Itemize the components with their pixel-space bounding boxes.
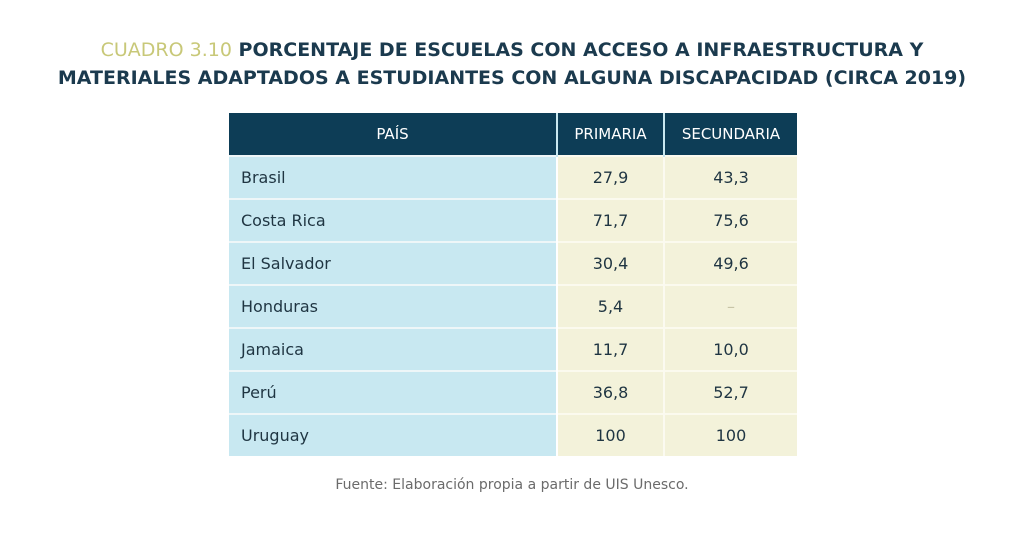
secundaria-cell: 10,0 — [663, 327, 797, 371]
country-cell: Honduras — [229, 284, 557, 328]
table-row: El Salvador 30,4 49,6 — [229, 241, 797, 285]
table-row: Brasil 27,9 43,3 — [229, 155, 797, 199]
header-country: PAÍS — [229, 113, 558, 156]
primaria-cell: 36,8 — [556, 370, 664, 414]
country-cell: El Salvador — [229, 241, 557, 285]
title-line-1: PORCENTAJE DE ESCUELAS CON ACCESO A INFR… — [231, 39, 924, 61]
table-row: Perú 36,8 52,7 — [229, 370, 797, 414]
country-cell: Uruguay — [229, 413, 557, 456]
primaria-cell: 11,7 — [556, 327, 664, 371]
table-row: Uruguay 100 100 — [229, 413, 797, 456]
country-cell: Brasil — [229, 155, 557, 199]
table-row: Jamaica 11,7 10,0 — [229, 327, 797, 371]
secundaria-cell: 49,6 — [663, 241, 797, 285]
primaria-cell: 71,7 — [556, 198, 664, 242]
secundaria-cell-missing: – — [663, 284, 797, 328]
country-cell: Costa Rica — [229, 198, 557, 242]
country-cell: Jamaica — [229, 327, 557, 371]
secundaria-cell: 75,6 — [663, 198, 797, 242]
primaria-cell: 100 — [556, 413, 664, 456]
header-secundaria: SECUNDARIA — [664, 113, 797, 156]
title-line-2: MATERIALES ADAPTADOS A ESTUDIANTES CON A… — [57, 67, 967, 89]
primaria-cell: 5,4 — [556, 284, 664, 328]
primaria-cell: 27,9 — [556, 155, 664, 199]
table-row: Costa Rica 71,7 75,6 — [229, 198, 797, 242]
secundaria-cell: 43,3 — [663, 155, 797, 199]
secundaria-cell: 100 — [663, 413, 797, 456]
header-row: PAÍS PRIMARIA SECUNDARIA — [229, 113, 797, 156]
table-row: Honduras 5,4 – — [229, 284, 797, 328]
table-title: CUADRO 3.10 PORCENTAJE DE ESCUELAS CON A… — [0, 36, 1024, 92]
secundaria-cell: 52,7 — [663, 370, 797, 414]
header-primaria: PRIMARIA — [557, 113, 665, 156]
country-cell: Perú — [229, 370, 557, 414]
table-number-label: CUADRO 3.10 — [100, 39, 232, 61]
data-table: PAÍS PRIMARIA SECUNDARIA Brasil 27,9 43,… — [229, 113, 797, 456]
primaria-cell: 30,4 — [556, 241, 664, 285]
source-note: Fuente: Elaboración propia a partir de U… — [335, 477, 689, 493]
